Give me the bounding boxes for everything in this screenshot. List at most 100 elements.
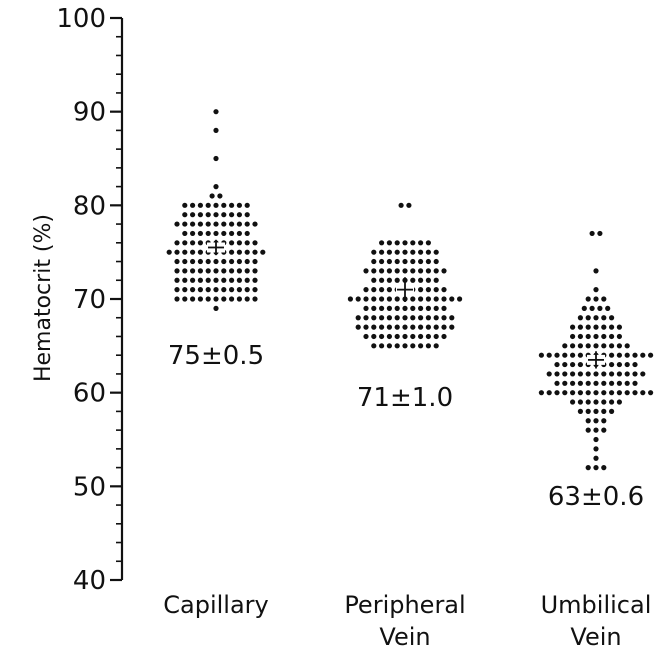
data-point	[570, 371, 576, 377]
data-point	[236, 287, 242, 293]
y-tick-label: 100	[56, 4, 106, 34]
data-point	[577, 315, 584, 321]
data-point	[221, 296, 227, 302]
data-point	[433, 287, 439, 293]
data-point	[379, 296, 385, 302]
data-point	[190, 268, 196, 274]
data-point	[593, 287, 599, 293]
data-point	[229, 268, 235, 274]
data-point	[577, 399, 584, 405]
data-point	[441, 315, 447, 321]
data-point	[441, 296, 447, 302]
data-point	[379, 287, 385, 293]
data-point	[371, 277, 377, 283]
data-point	[197, 202, 203, 208]
data-point	[221, 287, 227, 293]
data-point	[570, 361, 576, 368]
data-point	[609, 324, 615, 330]
data-point	[379, 268, 385, 274]
data-point	[213, 184, 219, 190]
data-point	[394, 315, 400, 321]
data-point	[371, 296, 377, 302]
data-point	[182, 249, 188, 255]
data-point	[597, 305, 603, 311]
data-point	[229, 277, 235, 283]
data-point	[585, 399, 591, 405]
data-point	[609, 361, 615, 368]
data-point	[593, 390, 599, 396]
data-point	[221, 268, 227, 274]
data-point	[640, 352, 646, 358]
data-point	[386, 296, 392, 302]
data-point	[577, 361, 584, 368]
data-point	[593, 399, 599, 405]
data-point	[441, 305, 447, 311]
data-point	[418, 324, 424, 330]
data-point	[433, 277, 439, 283]
data-point	[562, 361, 568, 368]
data-point	[379, 324, 385, 330]
group-annotations: 75±0.5 71±1.0 63±0.6	[168, 341, 644, 512]
data-point	[371, 249, 377, 255]
data-point	[363, 324, 369, 330]
data-point	[554, 352, 560, 358]
data-point	[394, 249, 400, 255]
data-point	[252, 249, 258, 255]
data-point	[205, 230, 211, 237]
data-point	[205, 296, 211, 302]
y-tick-label: 90	[73, 98, 106, 128]
data-point	[174, 296, 180, 302]
data-point	[601, 333, 607, 340]
data-point	[554, 361, 560, 368]
data-point	[425, 324, 431, 330]
data-point	[589, 230, 595, 237]
data-points	[166, 109, 654, 471]
data-point	[616, 371, 623, 377]
data-point	[213, 277, 219, 283]
y-axis-label: Hematocrit (%)	[31, 214, 56, 382]
data-point	[418, 305, 424, 311]
data-point	[205, 221, 211, 227]
data-point	[182, 221, 188, 227]
y-tick-labels: 40 50 60 70 80 90 100	[56, 4, 106, 596]
data-point	[221, 212, 227, 218]
data-point	[402, 249, 408, 255]
data-point	[213, 230, 219, 237]
data-point	[379, 315, 385, 321]
data-point	[609, 399, 615, 405]
mean-sem-annotation: 71±1.0	[357, 383, 453, 413]
data-point	[601, 343, 607, 349]
data-point	[570, 324, 576, 330]
data-point	[190, 277, 196, 283]
data-point	[386, 315, 392, 321]
data-point	[213, 305, 219, 311]
data-point	[570, 390, 576, 396]
data-point	[244, 249, 250, 255]
data-point	[205, 287, 211, 293]
data-point	[197, 221, 203, 227]
data-point	[229, 212, 235, 218]
data-point	[386, 240, 392, 246]
data-point	[402, 258, 408, 265]
data-point	[570, 399, 576, 405]
data-point	[538, 390, 545, 396]
data-point	[593, 427, 599, 433]
data-point	[174, 240, 180, 246]
data-point	[244, 202, 250, 208]
data-point	[244, 240, 250, 246]
data-point	[593, 371, 599, 377]
data-point	[236, 212, 242, 218]
data-point	[601, 315, 607, 321]
data-point	[197, 296, 203, 302]
data-point	[624, 390, 630, 396]
data-point	[190, 258, 196, 265]
data-point	[609, 380, 615, 386]
data-point	[585, 324, 591, 330]
data-point	[197, 287, 203, 293]
data-point	[221, 230, 227, 237]
data-point	[386, 268, 392, 274]
data-point	[205, 202, 211, 208]
data-point	[577, 371, 584, 377]
data-point	[616, 361, 623, 368]
